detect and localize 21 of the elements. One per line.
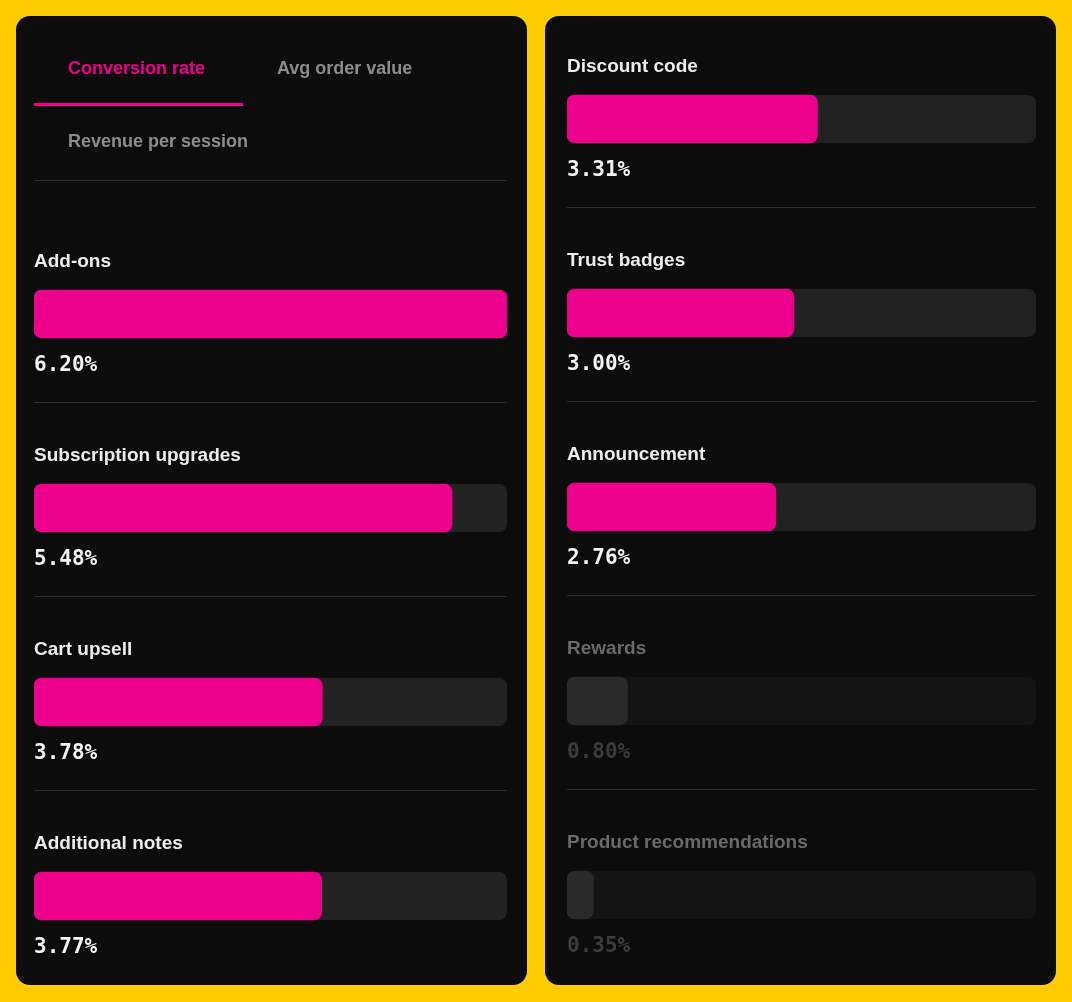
text: Revenue per session [68,131,249,152]
y-tick-label: Subscription upgrades [34,444,241,466]
text: Avg order value [277,58,413,79]
data-label: 3.00% [567,351,631,376]
y-tick-label: Additional notes [34,832,183,854]
y-tick-label: Add-ons [34,250,112,272]
y-tick-label: Product recommendations [567,831,808,853]
data-label: 6.20% [34,352,98,377]
data-label: 3.31% [567,157,631,182]
chart-title: Conversion rate [68,58,206,79]
data-label: 2.76% [567,545,631,570]
data-label: 3.77% [34,934,98,959]
data-label: 3.78% [34,740,98,765]
y-tick-label: Rewards [567,637,647,659]
y-tick-label: Discount code [567,55,698,77]
bar [567,676,628,726]
y-tick-label: Cart upsell [34,638,133,660]
y-tick-label: Announcement [567,443,706,465]
bar [567,870,594,920]
y-tick-label: Trust badges [567,249,686,271]
data-label: 5.48% [34,546,98,571]
